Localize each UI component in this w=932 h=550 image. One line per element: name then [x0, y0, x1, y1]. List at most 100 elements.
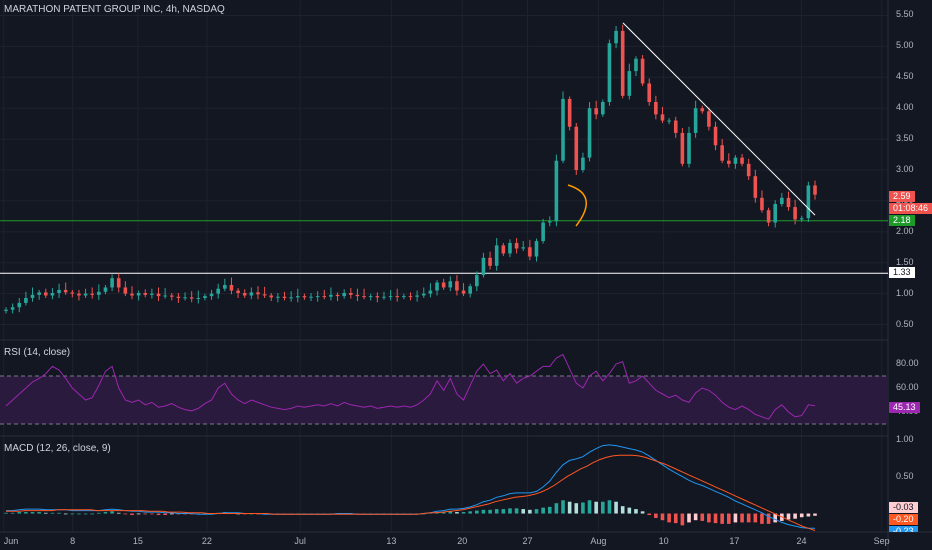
- macd-histogram-bar: [130, 513, 134, 516]
- horizontal-levels: [0, 220, 888, 274]
- macd-histogram-bar: [116, 512, 121, 514]
- candle: [43, 292, 48, 296]
- candle: [402, 296, 406, 298]
- candle: [521, 247, 526, 249]
- candle: [189, 297, 194, 299]
- candle: [362, 296, 366, 298]
- time-tick: 20: [457, 536, 468, 546]
- rsi-tick: 60.00: [896, 382, 919, 392]
- macd-histogram-bar: [627, 507, 632, 514]
- rsi-tag: 45.13: [889, 402, 920, 413]
- candle: [30, 294, 35, 298]
- candle: [780, 197, 784, 204]
- price-tick: 5.50: [896, 9, 914, 20]
- candle: [461, 290, 466, 294]
- candle: [488, 257, 492, 266]
- candle: [667, 120, 671, 122]
- price-tick: 3.00: [896, 164, 914, 174]
- candle: [10, 307, 15, 310]
- macd-histogram-bar: [713, 513, 718, 524]
- candle: [746, 163, 751, 177]
- macd-tick: 0.50: [896, 470, 914, 481]
- time-tick: 13: [386, 536, 397, 546]
- candle: [97, 291, 101, 295]
- macd-histogram-bar: [30, 512, 35, 514]
- candle: [806, 185, 811, 219]
- candle: [169, 295, 174, 297]
- candle: [24, 297, 28, 303]
- macd-histogram-bar: [494, 509, 499, 514]
- macd-histogram-bar: [97, 512, 101, 514]
- candle: [720, 145, 724, 161]
- drawings: [567, 22, 816, 227]
- macd-histogram-bar: [667, 513, 671, 523]
- candle: [276, 296, 280, 298]
- candle: [601, 102, 605, 115]
- macd-histogram-bar: [481, 509, 486, 514]
- macd-tick: 1.00: [896, 433, 914, 444]
- candle: [123, 287, 128, 294]
- price-tick: 3.50: [896, 133, 914, 144]
- macd-histogram-bar: [574, 503, 579, 514]
- candle: [428, 290, 433, 294]
- macd-histogram-bar: [83, 513, 88, 515]
- macd-histogram-bar: [726, 513, 731, 524]
- rsi-band: [0, 375, 888, 425]
- macd-histogram-bar: [720, 513, 724, 524]
- candle: [130, 293, 134, 296]
- candle: [156, 293, 161, 297]
- candle: [713, 126, 718, 146]
- macd-histogram-bar: [740, 513, 744, 523]
- candle: [83, 293, 88, 296]
- candle: [448, 281, 453, 288]
- macd-histogram-bar: [634, 509, 638, 514]
- macd-histogram-bar: [654, 513, 658, 518]
- candle: [766, 210, 771, 223]
- trendline: [622, 22, 816, 216]
- macd-histogram-bar: [640, 511, 645, 514]
- macd-histogram-bar: [43, 512, 48, 514]
- candle: [786, 197, 791, 208]
- macd-histogram-bar: [746, 513, 751, 523]
- candle: [103, 287, 108, 292]
- candle: [382, 296, 386, 298]
- macd-histogram-bar: [760, 513, 764, 524]
- level-tag: 1.33: [889, 267, 915, 278]
- macd-histogram-bar: [17, 512, 22, 514]
- macd-histogram-bar: [587, 500, 592, 514]
- candle: [37, 292, 41, 295]
- candle: [640, 58, 645, 84]
- macd-histogram-bar: [793, 513, 797, 519]
- macd-histogram-bar: [110, 511, 114, 514]
- candle: [455, 281, 459, 291]
- candle: [541, 222, 545, 242]
- macd-histogram-bar: [508, 508, 512, 514]
- candle: [315, 296, 320, 298]
- macd-histogram-bar: [601, 501, 605, 514]
- signal-line: [6, 454, 816, 531]
- candle: [50, 293, 55, 296]
- macd-histogram-bar: [620, 506, 625, 514]
- candle: [203, 296, 207, 298]
- candle: [136, 293, 141, 296]
- candle: [647, 83, 652, 102]
- candle: [554, 160, 559, 222]
- macd-histogram-bar: [707, 513, 711, 523]
- candle: [302, 296, 307, 298]
- candle: [693, 108, 698, 133]
- macd-histogram-bar: [534, 509, 539, 514]
- price-tick: 2.00: [896, 225, 914, 236]
- macd-histogram-bar: [441, 512, 446, 514]
- price-tick: 5.00: [896, 40, 914, 51]
- candle: [793, 207, 797, 220]
- candle: [753, 176, 758, 198]
- candle: [269, 295, 274, 298]
- candle: [508, 242, 512, 254]
- candle: [607, 43, 612, 102]
- candle: [289, 297, 293, 299]
- macd-line-tag: -0.20: [889, 514, 918, 525]
- macd-histogram-bar: [673, 513, 678, 524]
- support-tag: 2.18: [889, 215, 915, 226]
- candle: [799, 218, 804, 220]
